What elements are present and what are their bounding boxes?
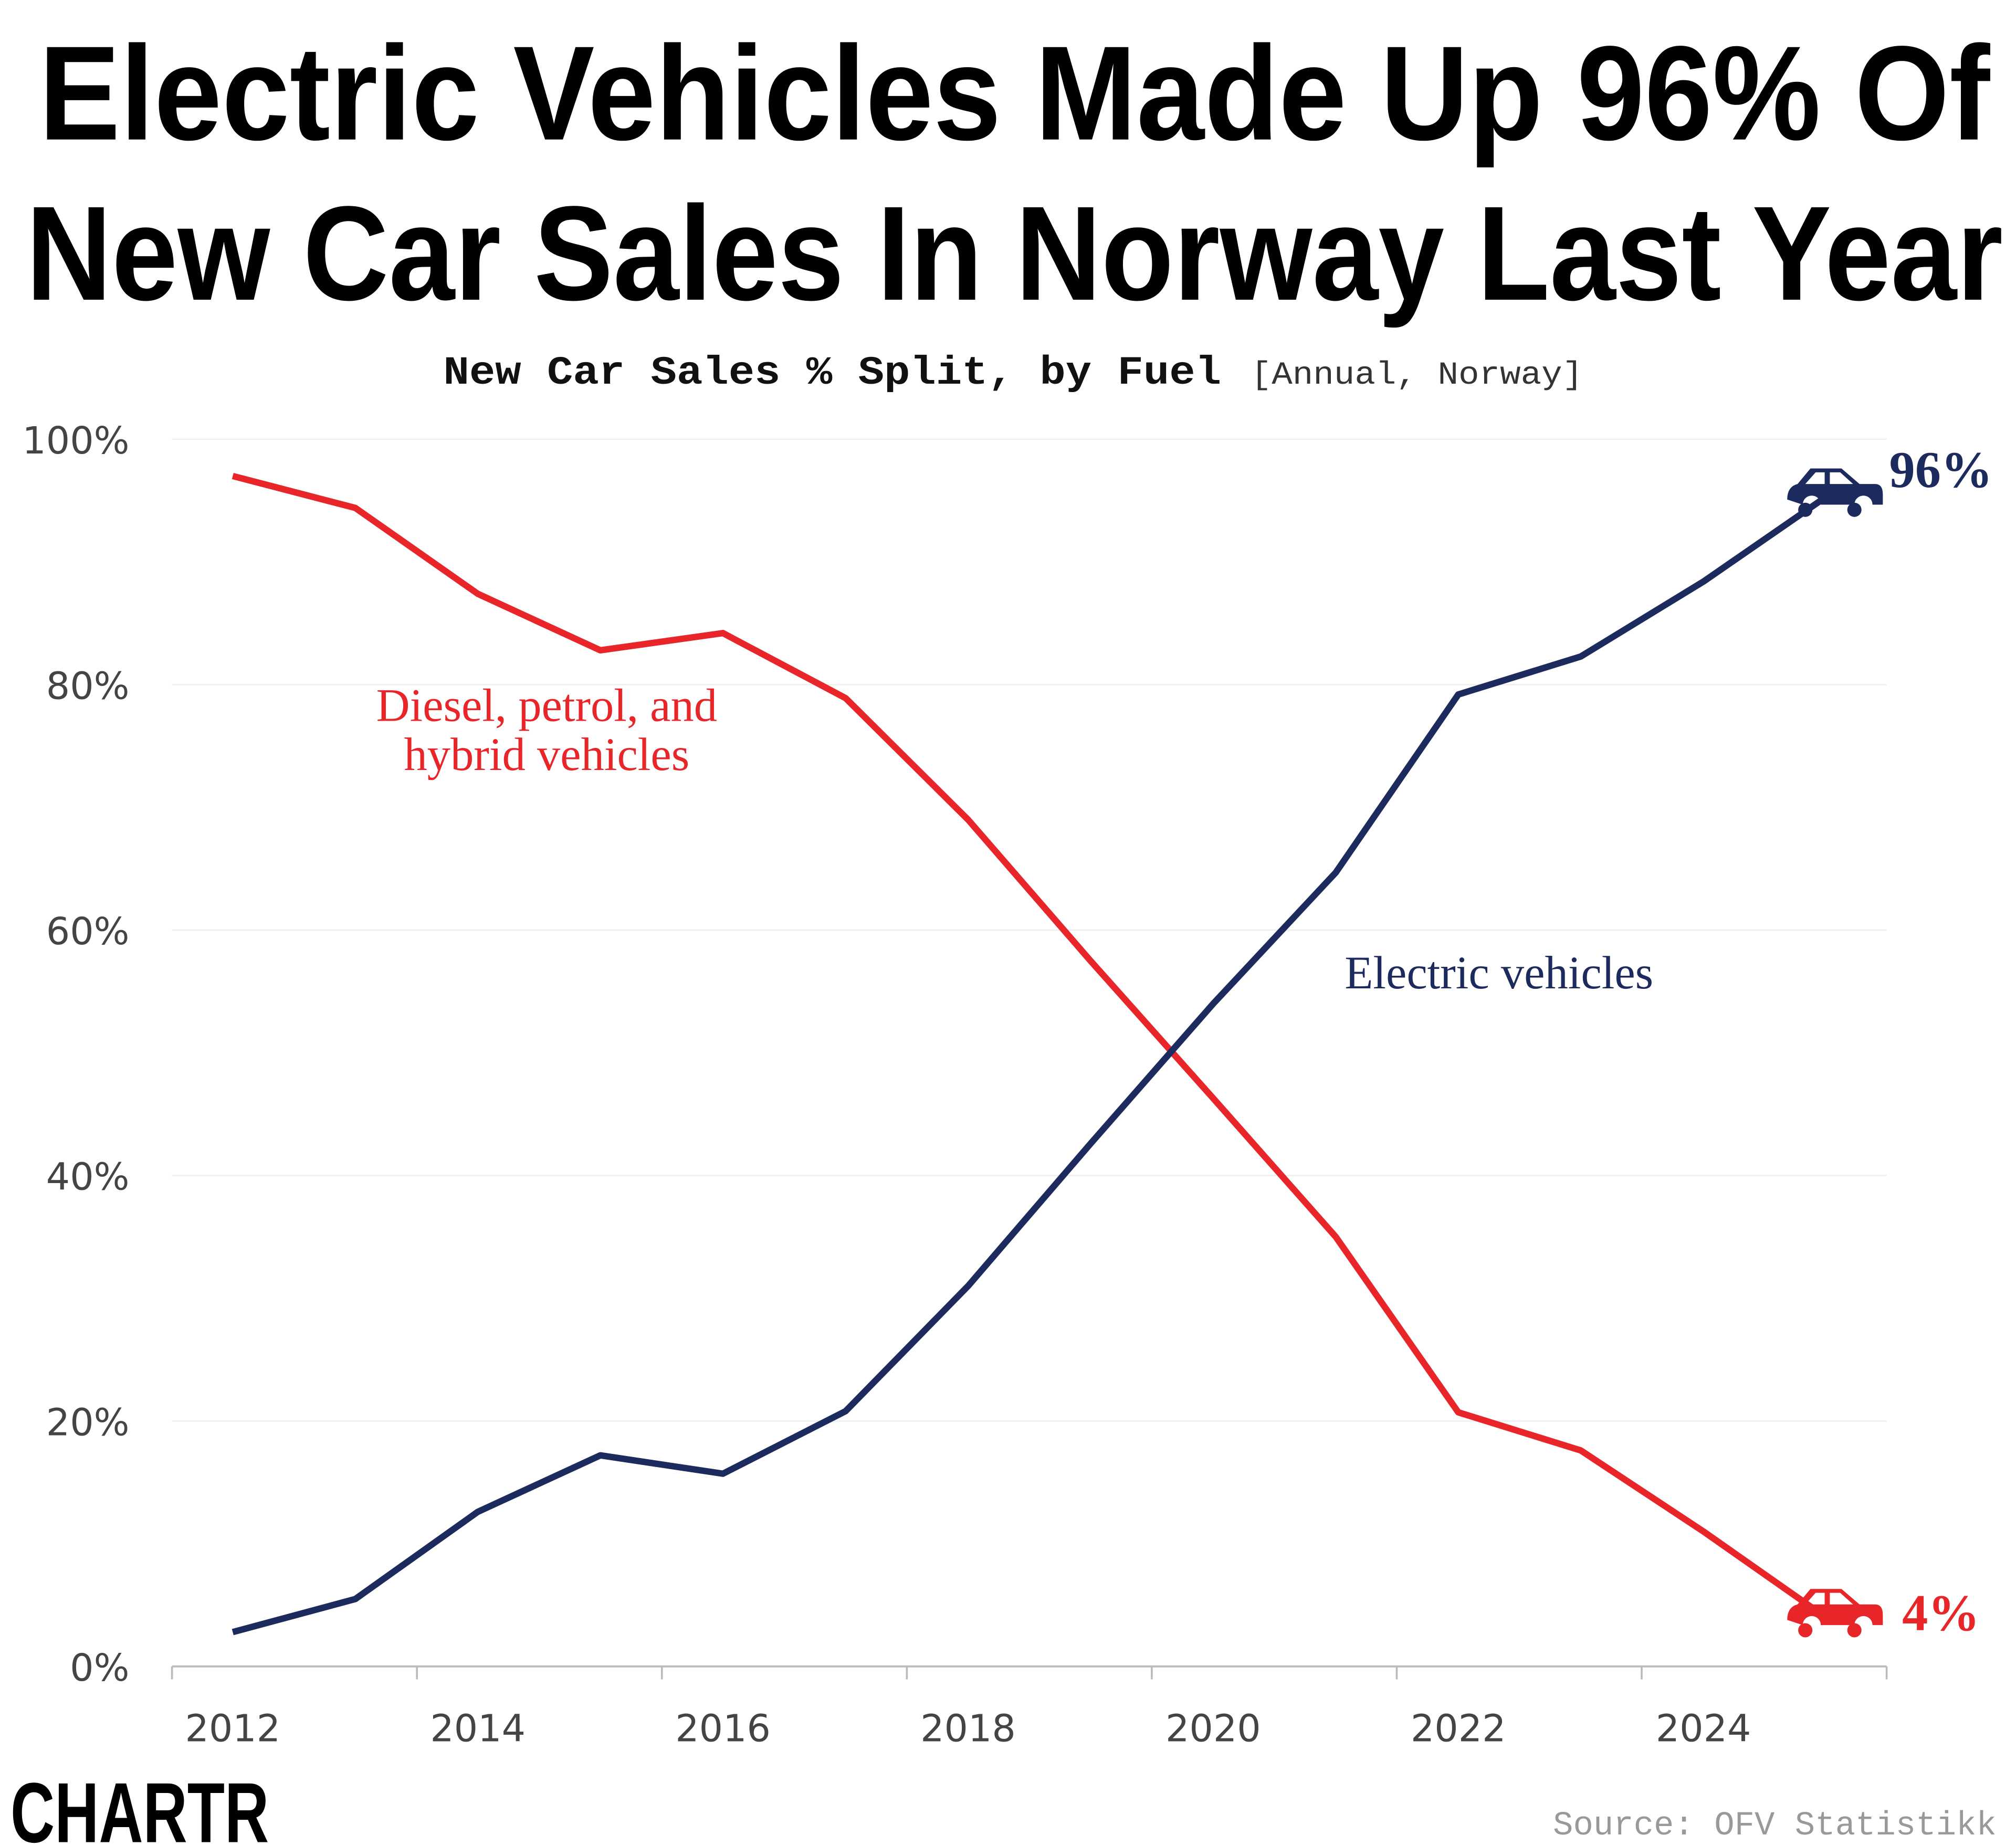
series-label-ice-line1: Diesel, petrol, and	[376, 680, 718, 731]
car-icon	[1787, 468, 1883, 517]
y-tick-label: 100%	[22, 419, 129, 462]
end-label-ev: 96%	[1889, 441, 1993, 499]
x-tick-label: 2020	[1166, 1707, 1261, 1750]
y-tick-label: 0%	[70, 1646, 129, 1690]
series-line-ice	[232, 472, 1828, 1620]
title-line-2: New Car Sales In Norway Last Year	[26, 178, 2003, 329]
chart-subtitle-note: [Annual, Norway]	[1251, 357, 1583, 394]
chartr-logo: CHARTR	[10, 1766, 269, 1846]
y-tick-label: 20%	[46, 1400, 130, 1444]
y-tick-label: 80%	[46, 664, 130, 708]
chart-subtitle: New Car Sales % Split, by Fuel	[443, 350, 1221, 396]
car-icon	[1787, 1589, 1883, 1638]
series-label-ev: Electric vehicles	[1345, 947, 1653, 999]
x-tick-label: 2012	[185, 1707, 280, 1750]
y-tick-label: 60%	[46, 910, 130, 953]
source-note: Source: OFV Statistikk	[1553, 1807, 1997, 1845]
y-axis: 0% 20% 40% 60% 80% 100%	[22, 419, 129, 1690]
x-tick-label: 2016	[675, 1707, 771, 1750]
gridlines	[172, 438, 1887, 1422]
x-tick-label: 2014	[430, 1707, 526, 1750]
x-tick-label: 2022	[1411, 1707, 1506, 1750]
y-tick-label: 40%	[46, 1155, 130, 1199]
end-label-ice: 4%	[1902, 1585, 1980, 1642]
series-label-ice-line2: hybrid vehicles	[404, 729, 690, 780]
title-line-1: Electric Vehicles Made Up 96% Of	[39, 18, 1990, 168]
x-tick-label: 2018	[920, 1707, 1016, 1750]
x-tick-label: 2024	[1656, 1707, 1751, 1750]
series-line-ev	[232, 494, 1828, 1636]
series-lines	[232, 468, 1883, 1638]
x-axis: 2012 2014 2016 2018 2020 2022 2024	[171, 1665, 1888, 1750]
